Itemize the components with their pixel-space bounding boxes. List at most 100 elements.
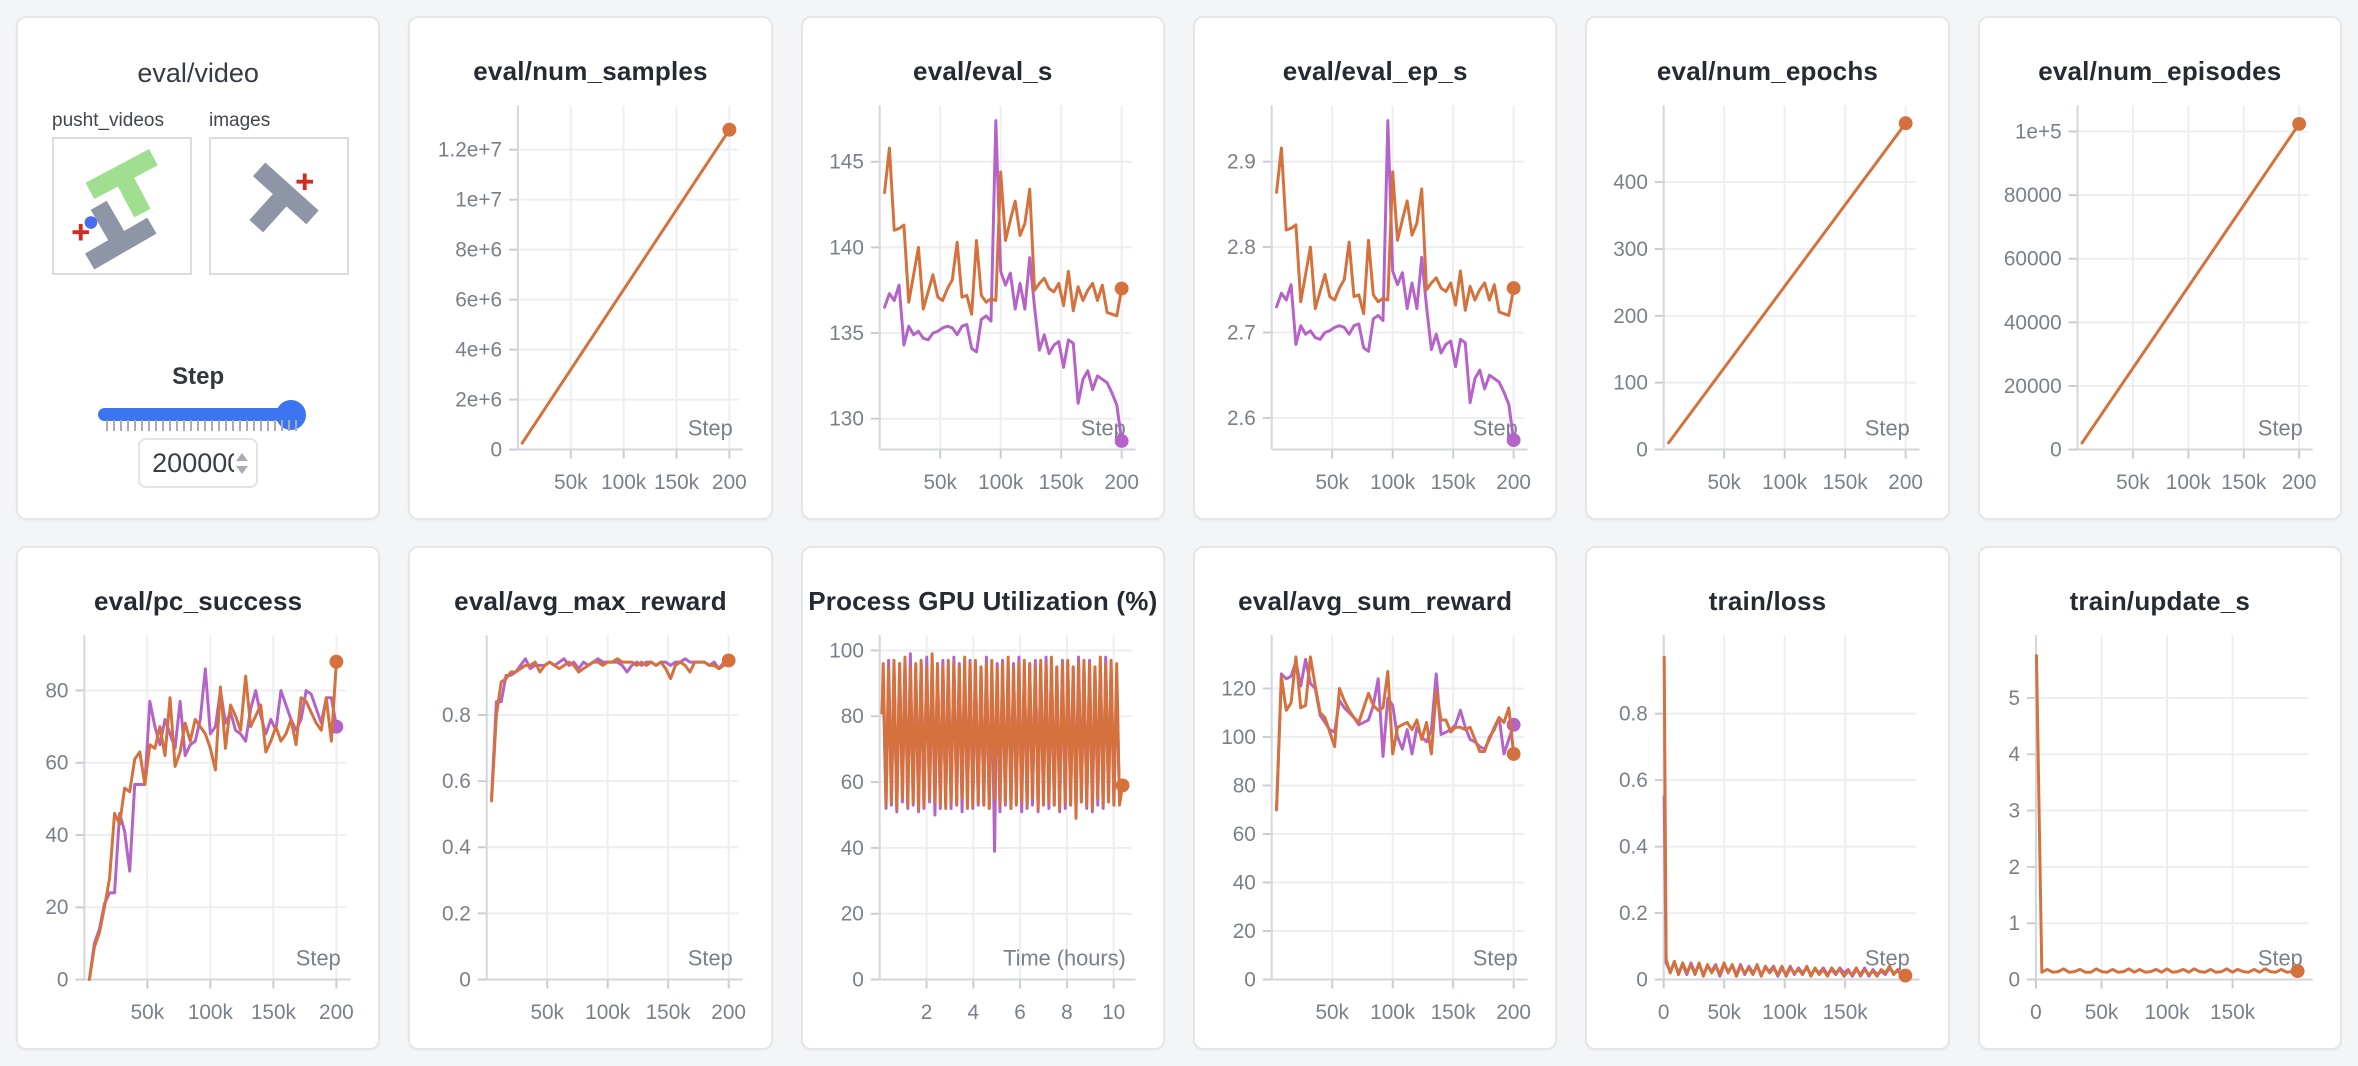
svg-text:60: 60 <box>1233 823 1256 846</box>
panel-process-gpu-utilization[interactable]: Process GPU Utilization (%) 2 4 6 8 10 0 20 40 6… <box>800 546 1165 1050</box>
step-slider-label: Step <box>172 363 225 390</box>
panel-train-loss[interactable]: train/loss 0 50k 100k 150k 0 0.2 0.4 0.6 0.8 Step <box>1585 546 1950 1050</box>
svg-text:Step: Step <box>1865 416 1910 441</box>
svg-text:8e+6: 8e+6 <box>456 239 503 262</box>
slider-tick-marks <box>106 420 298 431</box>
image-frame <box>249 162 319 233</box>
svg-text:1e+5: 1e+5 <box>2015 120 2062 143</box>
svg-text:0.8: 0.8 <box>442 704 471 727</box>
chart-canvas: 50k 100k 150k 200 0 20 40 60 80 100 120 Step <box>1195 548 1555 1048</box>
slider-track[interactable] <box>98 408 302 421</box>
svg-text:Step: Step <box>1865 946 1910 971</box>
svg-text:150k: 150k <box>1431 471 1477 494</box>
chart-title: eval/eval_ep_s <box>1282 56 1468 86</box>
svg-text:200: 200 <box>712 1001 747 1024</box>
svg-text:120: 120 <box>1221 677 1256 700</box>
panel-eval-num-episodes[interactable]: eval/num_episodes 50k 100k 150k 200 0 20000 40… <box>1977 16 2342 520</box>
svg-text:0: 0 <box>852 968 864 991</box>
svg-text:140: 140 <box>829 236 864 259</box>
svg-text:4: 4 <box>2008 743 2020 766</box>
svg-text:2.7: 2.7 <box>1227 321 1256 344</box>
svg-text:Time (hours): Time (hours) <box>1003 946 1126 971</box>
svg-text:100k: 100k <box>2144 1001 2190 1024</box>
svg-text:2: 2 <box>920 1001 932 1024</box>
svg-text:0: 0 <box>1637 438 1649 461</box>
svg-text:150k: 150k <box>1038 471 1084 494</box>
svg-text:4e+6: 4e+6 <box>456 339 503 362</box>
svg-text:Step: Step <box>296 946 341 971</box>
svg-text:100k: 100k <box>978 471 1024 494</box>
svg-text:150k: 150k <box>251 1001 297 1024</box>
chart-title: eval/num_episodes <box>2038 56 2282 86</box>
svg-text:20: 20 <box>45 896 68 919</box>
svg-text:0.2: 0.2 <box>1619 902 1648 925</box>
svg-text:2e+6: 2e+6 <box>456 388 503 411</box>
svg-text:2.8: 2.8 <box>1227 236 1256 259</box>
chart-title: eval/num_samples <box>473 56 708 86</box>
svg-text:2.9: 2.9 <box>1227 151 1256 174</box>
svg-text:150k: 150k <box>2210 1001 2256 1024</box>
svg-text:0: 0 <box>460 968 472 991</box>
panel-eval-pc-success[interactable]: eval/pc_success 50k 100k 150k 200 0 20 40 60 80 S… <box>16 546 381 1050</box>
svg-text:50k: 50k <box>1708 1001 1742 1024</box>
svg-text:0: 0 <box>2030 1001 2042 1024</box>
svg-text:6: 6 <box>1014 1001 1026 1024</box>
panel-eval-eval-s[interactable]: eval/eval_s 50k 100k 150k 200 130 135 140 145 St… <box>800 16 1165 520</box>
svg-text:40: 40 <box>1233 871 1256 894</box>
svg-text:Step: Step <box>688 416 733 441</box>
spinner-up-icon[interactable] <box>236 452 249 461</box>
svg-text:100k: 100k <box>2165 471 2211 494</box>
chart-canvas: 50k 100k 150k 200 2.6 2.7 2.8 2.9 Step <box>1195 18 1555 518</box>
panel-eval-num-epochs[interactable]: eval/num_epochs 50k 100k 150k 200 0 100 200 300… <box>1585 16 1950 520</box>
panel-eval-num-samples[interactable]: eval/num_samples 50k 100k 150k 200 0 2e+6 4e+6… <box>408 16 773 520</box>
svg-text:5: 5 <box>2008 687 2020 710</box>
svg-text:50k: 50k <box>554 471 588 494</box>
media-label-images: images <box>209 110 271 131</box>
image-thumbnail[interactable] <box>209 137 349 275</box>
svg-text:2: 2 <box>2008 856 2020 879</box>
svg-text:200: 200 <box>1496 471 1531 494</box>
chart-title: train/update_s <box>2069 586 2251 616</box>
video-thumbnail-pusht[interactable] <box>52 137 192 275</box>
chart-canvas: 0 50k 100k 150k 0 1 2 3 4 5 Step <box>1980 548 2340 1048</box>
svg-text:200: 200 <box>1104 471 1139 494</box>
svg-text:0: 0 <box>1637 968 1649 991</box>
chart-title: eval/avg_sum_reward <box>1238 586 1513 616</box>
panel-eval-eval-ep-s[interactable]: eval/eval_ep_s 50k 100k 150k 200 2.6 2.7 2.8 2.… <box>1193 16 1558 520</box>
pusht-video-frame <box>72 149 158 270</box>
spinner-down-icon[interactable] <box>236 465 249 474</box>
svg-text:0: 0 <box>491 438 503 461</box>
svg-text:100k: 100k <box>1762 1001 1808 1024</box>
svg-text:135: 135 <box>829 322 864 345</box>
svg-text:50k: 50k <box>1708 471 1742 494</box>
chart-title: train/loss <box>1708 586 1827 616</box>
svg-text:20: 20 <box>840 903 863 926</box>
svg-text:10: 10 <box>1102 1001 1125 1024</box>
chart-canvas: 50k 100k 150k 200 0 100 200 300 400 Step <box>1587 18 1947 518</box>
svg-text:200: 200 <box>1496 1001 1531 1024</box>
panel-eval-avg-sum-reward[interactable]: eval/avg_sum_reward 50k 100k 150k 200 0 20 40 6… <box>1193 546 1558 1050</box>
chart-canvas: 0 50k 100k 150k 0 0.2 0.4 0.6 0.8 Step <box>1587 548 1947 1048</box>
chart-canvas: 50k 100k 150k 200 0 20 40 60 80 Step <box>18 548 378 1048</box>
chart-canvas: 50k 100k 150k 200 0 2e+6 4e+6 6e+6 8e+6 1e+7 1.2e+… <box>410 18 770 518</box>
chart-title: eval/pc_success <box>94 586 303 616</box>
svg-text:50k: 50k <box>1315 471 1349 494</box>
media-thumbnails-row: pusht_videos images <box>52 110 360 275</box>
svg-text:50k: 50k <box>2116 471 2150 494</box>
step-input[interactable] <box>150 446 237 480</box>
svg-text:6e+6: 6e+6 <box>456 289 503 312</box>
svg-text:150k: 150k <box>1431 1001 1477 1024</box>
svg-text:50k: 50k <box>131 1001 165 1024</box>
media-panel-title: eval/video <box>137 58 259 88</box>
step-input-container[interactable] <box>138 438 259 488</box>
svg-text:100k: 100k <box>601 471 647 494</box>
panel-eval-avg-max-reward[interactable]: eval/avg_max_reward 50k 100k 150k 200 0 0.2 0.… <box>408 546 773 1050</box>
svg-text:100k: 100k <box>1370 471 1416 494</box>
media-item-images: images <box>209 110 349 275</box>
svg-text:1e+7: 1e+7 <box>456 189 503 212</box>
panel-eval-video[interactable]: eval/video pusht_videos <box>16 16 381 520</box>
svg-text:100: 100 <box>1614 372 1649 395</box>
svg-text:0.8: 0.8 <box>1619 703 1648 726</box>
svg-text:150k: 150k <box>1823 1001 1869 1024</box>
panel-train-update-s[interactable]: train/update_s 0 50k 100k 150k 0 1 2 3 4 5 Step <box>1977 546 2342 1050</box>
